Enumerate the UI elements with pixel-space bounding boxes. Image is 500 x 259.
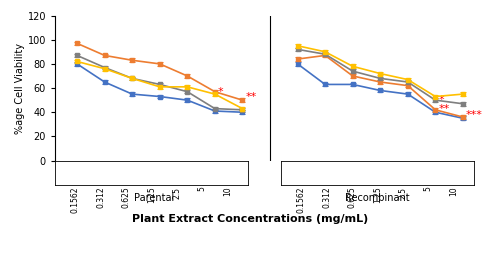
- Text: Plant Extract Concentrations (mg/mL): Plant Extract Concentrations (mg/mL): [132, 214, 368, 224]
- Text: *: *: [218, 87, 224, 97]
- Text: **: **: [245, 91, 256, 102]
- Text: Recombinant: Recombinant: [345, 193, 410, 203]
- Text: **: **: [438, 104, 450, 114]
- Y-axis label: %age Cell Viability: %age Cell Viability: [14, 42, 24, 134]
- Text: Parental: Parental: [134, 193, 174, 203]
- Text: ***: ***: [466, 110, 482, 120]
- Text: *: *: [438, 95, 444, 105]
